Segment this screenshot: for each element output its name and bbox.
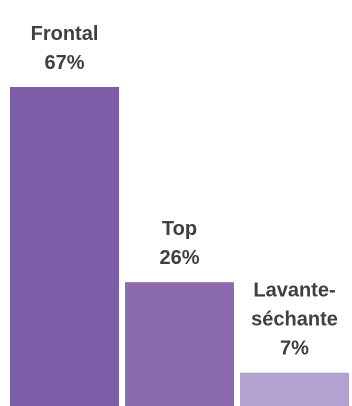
- bar-0: [10, 87, 119, 406]
- bar-category-label: Lavante-: [253, 280, 335, 302]
- bars-group: [10, 87, 349, 406]
- bar-category-label: séchante: [251, 309, 338, 331]
- bar-category-label: Frontal: [31, 23, 99, 45]
- bar-label-1: Top 26%: [159, 218, 199, 269]
- bar-value-label: 26%: [159, 247, 199, 269]
- bar-1: [125, 282, 234, 406]
- bar-2: [240, 372, 349, 406]
- labels-group: Frontal 67% Top 26% Lavante-séchante 7%: [31, 23, 338, 360]
- bar-category-label: Top: [162, 218, 197, 240]
- bar-label-0: Frontal 67%: [31, 23, 99, 74]
- bar-value-label: 7%: [280, 338, 309, 360]
- bar-value-label: 67%: [44, 52, 84, 74]
- bar-label-2: Lavante-séchante 7%: [251, 280, 338, 360]
